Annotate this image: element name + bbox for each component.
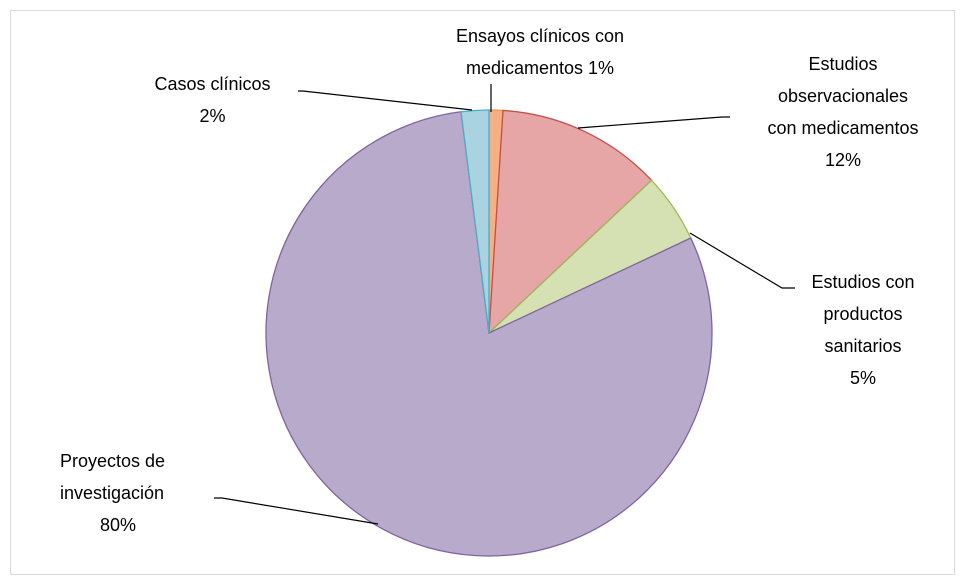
chart-frame — [10, 10, 955, 575]
pie-slice — [460, 109, 490, 334]
category-name: Proyectos de investigación — [60, 451, 166, 503]
leader-line — [689, 232, 795, 289]
data-label: Estudios con productos sanitarios 5% — [783, 266, 943, 394]
leader-lines — [214, 84, 795, 525]
leader-line — [298, 90, 473, 111]
value-label: 2% — [199, 106, 226, 126]
pie-slice — [265, 111, 713, 557]
pie-slice — [488, 109, 653, 335]
category-name: Estudios observacionales con medicamento… — [767, 54, 919, 138]
leader-line — [214, 497, 379, 525]
value-label: 12% — [824, 150, 862, 170]
value-label: 80% — [100, 515, 137, 535]
value-label: 5% — [849, 368, 876, 388]
leader-line — [577, 116, 730, 129]
category-name: Estudios con productos sanitarios — [811, 272, 915, 356]
category-name: Casos clínicos — [154, 74, 271, 94]
category-name: Ensayos clínicos con medicamentos — [455, 26, 625, 78]
data-label: Estudios observacionales con medicamento… — [763, 48, 923, 176]
slices — [265, 109, 713, 557]
value-label: 1% — [588, 58, 615, 78]
data-label: Ensayos clínicos con medicamentos 1% — [400, 20, 680, 84]
data-label: Casos clínicos 2% — [120, 68, 305, 132]
data-label: Proyectos de investigación 80% — [60, 445, 230, 541]
